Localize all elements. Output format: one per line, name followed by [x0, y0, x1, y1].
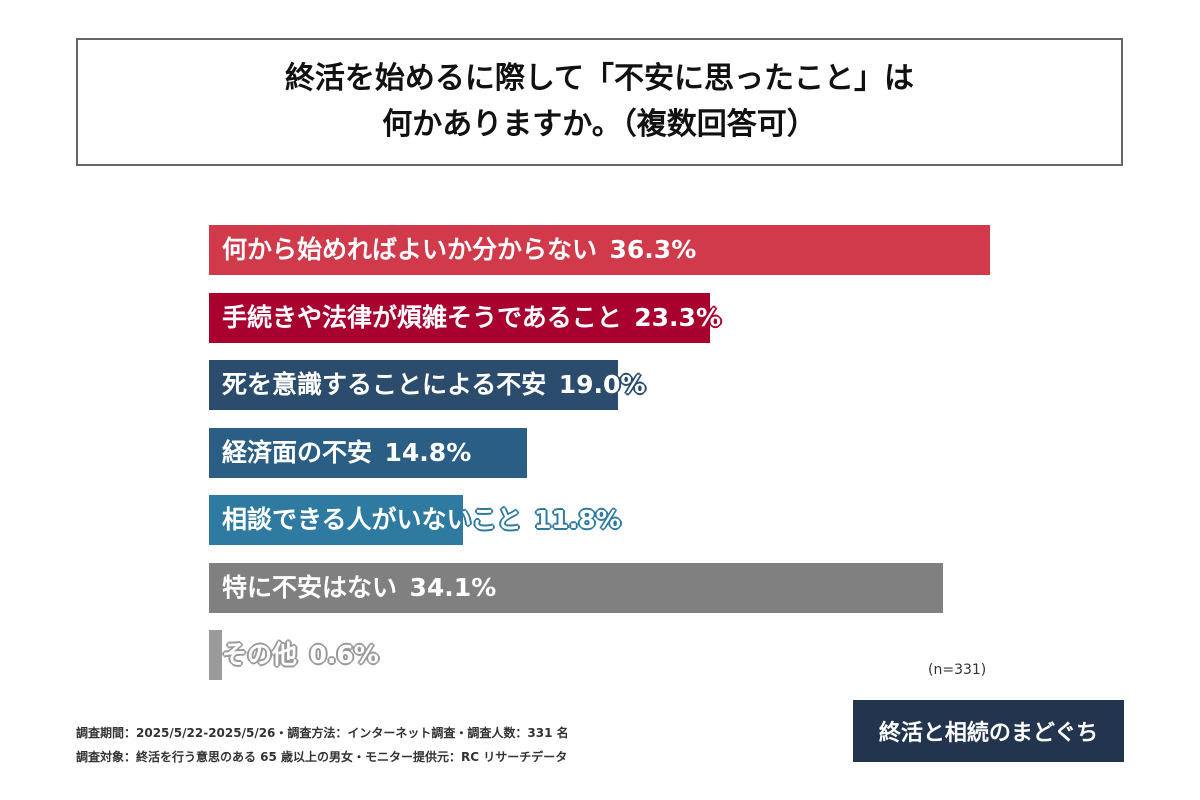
category-label: 死を意識することによる不安 [222, 370, 547, 399]
value-label: 14.8% [372, 437, 472, 467]
value-label: 0.6% [297, 640, 379, 669]
bar-label: 特に不安はない 34.1% [222, 563, 496, 613]
value-label: 19.0% [546, 370, 646, 399]
category-label: 相談できる人がいないこと [222, 505, 522, 534]
bar-label: 相談できる人がいないこと 11.8% [222, 495, 621, 545]
value-label: 36.3% [597, 235, 697, 264]
category-label: その他 [222, 640, 298, 669]
bar-label: 何から始めればよいか分からない 36.3% [222, 225, 696, 275]
survey-period: 調査期間：2025/5/22-2025/5/26・調査方法：インターネット調査・… [76, 726, 569, 740]
title-line-2: 何かありますか。（複数回答可） [382, 107, 817, 142]
bar-label: 経済面の不安 14.8% [222, 428, 471, 478]
bar [209, 292, 711, 343]
chart-title: 終活を始めるに際して「不安に思ったこと」は 何かありますか。（複数回答可） [76, 38, 1123, 166]
survey-target: 調査対象：終活を行う意思のある 65 歳以上の男女・モニター提供元：RC リサー… [76, 750, 568, 764]
category-label: 特に不安はない [222, 572, 398, 602]
bar [209, 630, 222, 680]
bar-label: その他 0.6% [222, 630, 379, 680]
title-line-1: 終活を始めるに際して「不安に思ったこと」は [284, 61, 915, 96]
bar [209, 225, 990, 275]
bar [209, 360, 618, 410]
logo-text: 終活と相続のまどぐち [878, 721, 1099, 746]
bar [209, 562, 943, 613]
category-label: 手続きや法律が煩雑そうであること [222, 302, 622, 332]
bar [209, 427, 528, 478]
sample-size: (n=331) [928, 662, 987, 678]
bar [209, 495, 463, 545]
logo: 終活と相続のまどぐち [853, 700, 1124, 762]
value-label: 11.8% [521, 505, 621, 534]
bar-label: 手続きや法律が煩雑そうであること 23.3% [222, 293, 721, 343]
value-label: 23.3% [621, 302, 721, 332]
value-label: 34.1% [397, 572, 497, 602]
category-label: 経済面の不安 [222, 437, 373, 467]
bar-label: 死を意識することによる不安 19.0% [222, 360, 646, 410]
category-label: 何から始めればよいか分からない [222, 235, 598, 264]
